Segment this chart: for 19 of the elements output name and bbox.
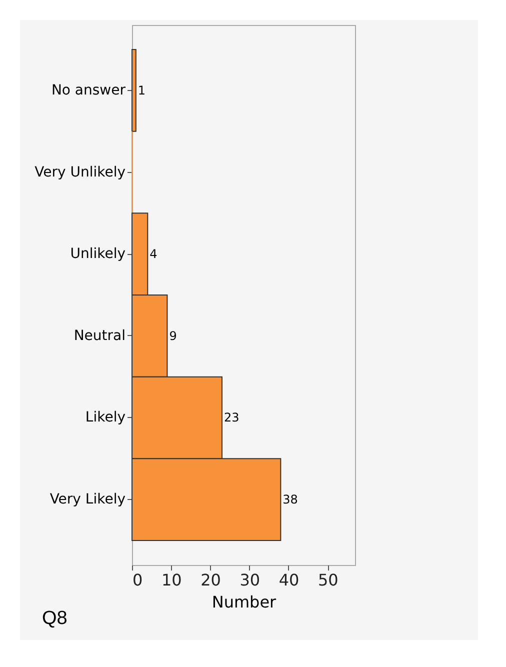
x-tick-label: 20 [200, 570, 221, 590]
text: Q8 [42, 608, 68, 630]
data-label: 1 [138, 83, 146, 98]
y-tick-label: Very Unlikely [34, 164, 126, 180]
y-tick-label: Very Likely [50, 492, 126, 508]
y-tick-label: Neutral [74, 328, 126, 344]
x-tick-label: 50 [318, 570, 338, 590]
x-tick-label: 0 [132, 570, 143, 590]
y-tick-label: No answer [51, 82, 126, 98]
x-axis-title: Number [212, 592, 277, 612]
y-tick-label: Unlikely [70, 246, 126, 262]
x-tick-label: 30 [240, 570, 260, 590]
data-label: 38 [282, 492, 298, 507]
x-tick-label: 40 [278, 570, 300, 590]
data-label: 9 [169, 328, 177, 343]
data-label: 23 [224, 410, 240, 425]
x-tick-label: 10 [161, 570, 182, 590]
y-tick-label: Likely [85, 410, 126, 426]
data-label: 4 [150, 247, 158, 262]
